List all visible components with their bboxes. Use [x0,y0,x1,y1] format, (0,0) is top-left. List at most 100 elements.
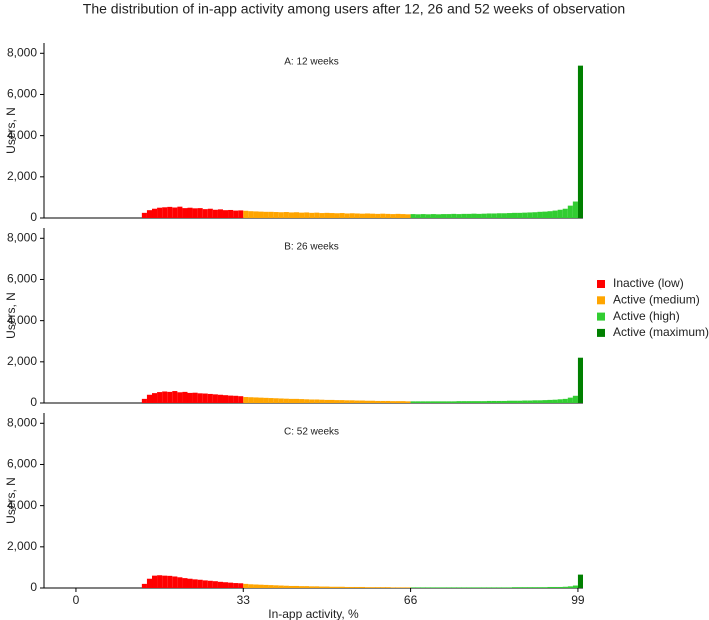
bar [309,399,315,403]
bar [415,587,421,588]
bar [491,213,497,218]
y-tick-label: 6,000 [7,272,37,286]
bar [217,209,223,218]
bar [319,586,325,588]
bar [319,399,325,403]
bar [202,209,208,218]
bar [167,575,173,588]
bar [304,399,310,403]
bar [344,400,350,403]
bar [466,587,472,588]
bar [334,400,340,403]
bar [197,579,203,588]
bar [263,397,269,403]
bar [359,586,365,588]
bar [380,400,386,403]
bar [481,587,487,588]
bar [228,209,234,218]
bar [370,587,376,588]
bar [557,399,563,403]
bar [192,208,198,218]
y-tick-label: 4,000 [7,313,37,327]
bar [461,587,467,588]
bar [141,212,147,218]
y-tick-label: 8,000 [7,415,37,429]
bar [233,395,239,403]
legend-swatch [597,296,605,305]
bar [314,399,320,403]
bar [212,209,218,218]
bar [451,213,457,218]
bar [283,212,289,218]
bar [400,401,406,403]
bar [146,210,153,218]
bar [334,586,340,588]
bar [405,587,411,588]
bar [572,585,578,588]
bar [217,394,223,403]
y-tick-label: 4,000 [7,498,37,512]
bar [385,213,391,218]
bar [410,587,416,588]
bar [481,401,487,403]
bar [385,400,391,403]
panel-title: B: 26 weeks [284,242,338,253]
bar [258,584,264,588]
bar [146,578,153,588]
bar [304,586,310,588]
bar [547,211,553,218]
bar [243,583,249,588]
bar [248,211,254,218]
bar [349,586,355,588]
bar [370,213,376,218]
bar [481,213,487,218]
bar [532,212,538,218]
bar [486,587,492,588]
bar [177,206,183,218]
bar [197,393,203,403]
bar [552,399,558,403]
bar [380,587,386,588]
bar [354,400,360,403]
bar [496,587,502,588]
bar [542,587,548,588]
bar [364,587,371,588]
bar [506,400,513,403]
legend-label: Active (medium) [613,292,700,306]
bar [339,213,345,218]
bar [309,212,315,218]
bar [547,586,553,588]
bar [212,581,218,588]
bar [238,210,244,218]
bar [496,213,502,218]
bar [527,587,533,588]
x-tick-label: 66 [404,593,418,607]
bar [283,585,289,588]
bar [187,578,193,588]
legend-swatch [597,280,605,288]
legend-swatch [597,328,605,337]
bar [552,210,558,218]
bar [243,397,249,403]
bar [152,575,158,588]
bar [395,587,401,588]
y-tick-label: 2,000 [7,539,37,553]
bar [430,587,436,588]
bar [314,586,320,588]
bar [217,581,223,588]
bar [364,213,371,218]
bar [177,577,183,588]
bar [146,394,153,403]
bar [329,399,335,403]
y-axis-label: Users, N [4,292,18,339]
bar [456,214,462,218]
bar [344,586,350,588]
bar [375,213,381,218]
bar [501,400,507,403]
bar [207,580,213,588]
y-tick-label: 2,000 [7,354,37,368]
y-tick-label: 4,000 [7,128,37,142]
bar [395,401,401,403]
bar [228,582,234,588]
bar [501,213,507,218]
